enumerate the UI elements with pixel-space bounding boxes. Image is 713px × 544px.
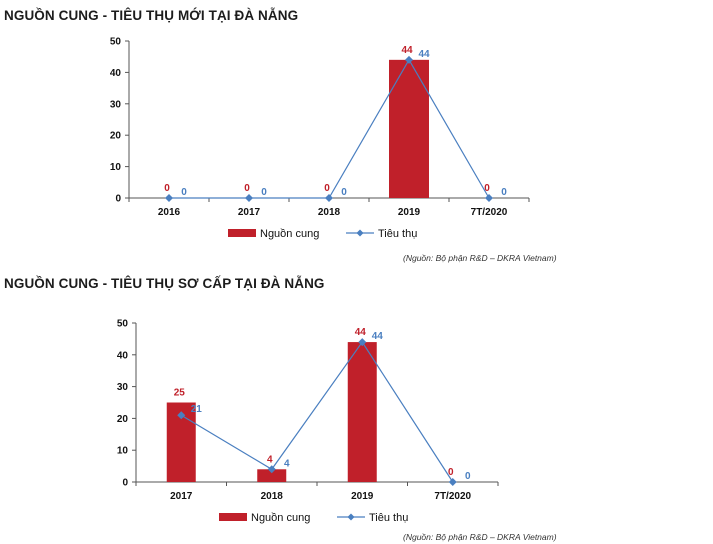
chart-1-line-point <box>245 194 253 202</box>
chart-2-legend-bar-label: Nguồn cung <box>251 512 310 524</box>
chart-2-line-data-label: 44 <box>372 331 384 342</box>
chart-1-source: (Nguồn: Bộ phận R&D – DKRA Vietnam) <box>403 253 557 263</box>
chart-1-title: NGUỒN CUNG - TIÊU THỤ MỚI TẠI ĐÀ NẴNG <box>4 8 299 23</box>
chart-1-y-tick-label: 30 <box>110 99 122 110</box>
chart-1-line-data-label: 0 <box>181 187 187 198</box>
chart-2-y-tick-label: 0 <box>122 478 128 489</box>
chart-1-x-tick-label: 2016 <box>158 207 181 218</box>
chart-1-series-line <box>169 58 490 199</box>
chart-1-line-data-label: 0 <box>341 187 347 198</box>
chart-1-line-data-label: 0 <box>261 187 267 198</box>
chart-2-line-point <box>358 338 367 347</box>
chart-2-bar-data-label: 44 <box>355 327 367 338</box>
chart-2-legend-bar-swatch <box>219 513 247 521</box>
chart-2-y-tick-label: 30 <box>117 382 129 393</box>
chart-1-legend-line-label: Tiêu thụ <box>378 228 417 240</box>
chart-1-x-tick-label: 7T/2020 <box>471 207 508 218</box>
chart-2-y-tick-label: 50 <box>117 319 129 330</box>
chart-1-legend-bar-label: Nguồn cung <box>260 228 319 240</box>
chart-2-bar-data-label: 0 <box>448 467 454 478</box>
chart-2-y-tick-label: 40 <box>117 350 129 361</box>
chart-1-line-point <box>325 194 333 202</box>
chart-2-series-line <box>180 341 454 483</box>
chart-1-legend-line-marker <box>356 229 364 237</box>
chart-1-line-data-label: 0 <box>501 187 507 198</box>
chart-2-bar <box>257 469 287 482</box>
chart-2-x-tick-label: 7T/2020 <box>434 491 471 502</box>
chart-1-y-tick-label: 20 <box>110 131 122 142</box>
chart-2-y-tick-label: 10 <box>117 446 129 457</box>
chart-2-line-point <box>267 465 276 474</box>
chart-2-line-data-label: 0 <box>465 471 471 482</box>
chart-2-x-tick-label: 2019 <box>351 491 374 502</box>
chart-1-bar-data-label: 0 <box>244 183 250 194</box>
chart-1-line-point <box>405 55 413 64</box>
chart-1-bar-data-label: 44 <box>401 45 413 56</box>
chart-1-x-tick-label: 2018 <box>318 207 341 218</box>
chart-2-line-data-label: 4 <box>284 458 290 469</box>
chart-1-x-tick-label: 2019 <box>398 207 421 218</box>
chart-2-title: NGUỒN CUNG - TIÊU THỤ SƠ CẤP TẠI ĐÀ NẴNG <box>4 276 325 291</box>
chart-1-y-tick-label: 40 <box>110 68 122 79</box>
chart-1-line-point <box>485 194 493 202</box>
chart-1-bar-data-label: 0 <box>484 183 490 194</box>
chart-2-y-tick-label: 20 <box>117 414 129 425</box>
chart-1-bar <box>389 59 429 199</box>
chart-2-line-point <box>177 411 186 420</box>
chart-2-bar-data-label: 25 <box>174 388 186 399</box>
chart-2-legend-line-marker <box>347 513 355 521</box>
chart-2-legend-line-label: Tiêu thụ <box>369 512 408 524</box>
chart-1-y-tick-label: 10 <box>110 162 122 173</box>
chart-2-source: (Nguồn: Bộ phận R&D – DKRA Vietnam) <box>403 532 557 542</box>
chart-1-legend-bar-swatch <box>228 229 256 237</box>
chart-1-y-tick-label: 0 <box>115 194 121 205</box>
chart-2-x-tick-label: 2018 <box>261 491 284 502</box>
chart-1-y-tick-label: 50 <box>110 37 122 48</box>
chart-2-line-point <box>448 478 457 486</box>
chart-2-line-data-label: 21 <box>191 404 203 415</box>
chart-1-line-data-label: 44 <box>418 49 430 60</box>
chart-1-x-tick-label: 2017 <box>238 207 261 218</box>
chart-2-bar-data-label: 4 <box>267 454 273 465</box>
chart-2-x-tick-label: 2017 <box>170 491 193 502</box>
chart-1-bar-data-label: 0 <box>324 183 330 194</box>
chart-2-bar <box>347 342 377 482</box>
chart-1-line-point <box>165 194 173 202</box>
chart-1-bar-data-label: 0 <box>164 183 170 194</box>
